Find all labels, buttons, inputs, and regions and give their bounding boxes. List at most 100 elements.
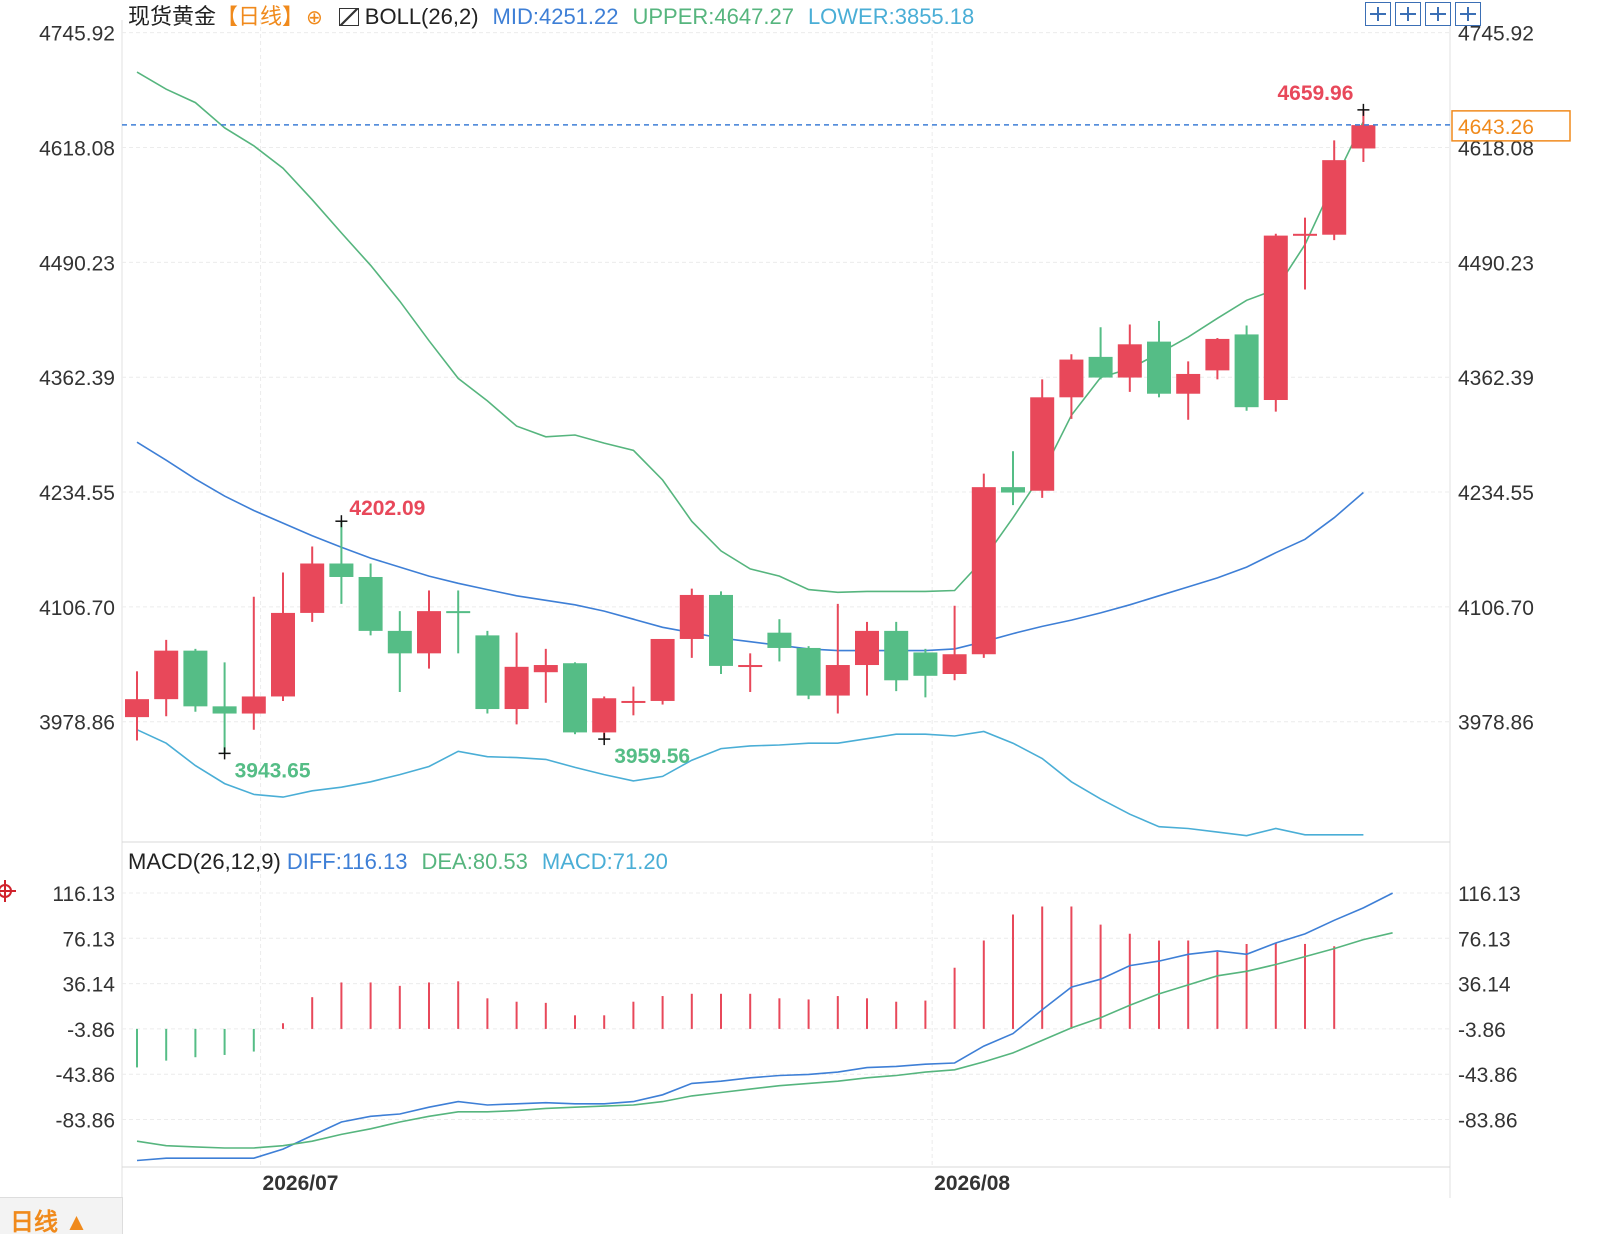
macd-dea-value: DEA:80.53	[421, 849, 528, 874]
grid-icon[interactable]	[1365, 2, 1391, 26]
price-tick-label-left: 4745.92	[39, 23, 115, 46]
current-price-label: 4643.26	[1458, 116, 1534, 139]
price-tick-label-left: 4234.55	[39, 482, 115, 505]
macd-tick-label-right: -3.86	[1458, 1019, 1506, 1042]
candle-body[interactable]	[475, 635, 500, 710]
candle-body[interactable]	[650, 638, 675, 701]
candle-body[interactable]	[971, 487, 996, 655]
period-button[interactable]: 日线 ▲	[0, 1197, 123, 1236]
boll-mid-line	[136, 441, 1364, 652]
boll-upper-line	[136, 71, 1365, 594]
macd-tick-label-left: 76.13	[62, 928, 115, 951]
candle-body[interactable]	[1147, 341, 1171, 394]
macd-dea-line	[136, 932, 1393, 1149]
chart-header: 现货黄金【日线】 ⊕ BOLL(26,2) MID:4251.22 UPPER:4647…	[128, 4, 988, 31]
candle-body[interactable]	[621, 700, 646, 703]
candle-body[interactable]	[271, 612, 295, 697]
candle-body[interactable]	[796, 647, 821, 696]
macd-tick-label-right: 36.14	[1458, 974, 1511, 997]
candle-body[interactable]	[913, 652, 938, 676]
boll-lower-line	[136, 728, 1364, 837]
extreme-label: 3943.65	[235, 759, 311, 782]
macd-tick-label-left: 36.14	[62, 974, 115, 997]
candle-body[interactable]	[1059, 359, 1084, 398]
price-tick-label-right: 4362.39	[1458, 367, 1534, 390]
candle-body[interactable]	[417, 611, 441, 654]
macd-tick-label-right: 116.13	[1458, 883, 1521, 906]
price-tick-label-right: 4745.92	[1458, 23, 1534, 46]
candle-body[interactable]	[212, 706, 237, 714]
macd-diff-line	[136, 892, 1393, 1162]
macd-label[interactable]: MACD(26,12,9)	[128, 849, 281, 874]
candle-body[interactable]	[1205, 338, 1230, 371]
candle-body[interactable]	[241, 696, 266, 714]
candle-body[interactable]	[1030, 397, 1055, 491]
boll-label[interactable]: BOLL(26,2)	[364, 4, 479, 29]
candle-body[interactable]	[1293, 233, 1317, 236]
extreme-label: 4659.96	[1277, 82, 1353, 105]
macd-tick-label-left: 116.13	[52, 883, 115, 906]
candle-body[interactable]	[1001, 487, 1025, 493]
macd-tick-label-left: -83.86	[55, 1110, 115, 1133]
candle-icon[interactable]	[1395, 2, 1421, 26]
candle-body[interactable]	[942, 654, 967, 675]
candle-body[interactable]	[183, 650, 208, 707]
candle-body[interactable]	[358, 576, 383, 631]
instrument-name: 现货黄金	[128, 4, 217, 29]
period-button-label: 日线 ▲	[10, 1209, 89, 1236]
candle-body[interactable]	[387, 630, 412, 654]
candle-body[interactable]	[563, 663, 587, 733]
price-tick-label-left: 4106.70	[39, 597, 115, 620]
price-tick-label-right: 4490.23	[1458, 252, 1534, 275]
candle-body[interactable]	[592, 698, 617, 733]
macd-diff-value: DIFF:116.13	[286, 849, 408, 874]
candle-body[interactable]	[154, 650, 179, 700]
candle-body[interactable]	[300, 563, 325, 613]
candle-body[interactable]	[855, 630, 879, 666]
zoom-in-icon[interactable]	[1425, 2, 1451, 26]
candle-body[interactable]	[1263, 235, 1288, 401]
boll-upper-value: UPPER:4647.27	[632, 4, 794, 29]
crosshair-icon[interactable]	[0, 880, 16, 902]
extreme-label: 3959.56	[614, 745, 690, 768]
candle-body[interactable]	[504, 666, 529, 710]
macd-tick-label-right: -43.86	[1458, 1064, 1518, 1087]
candle-body[interactable]	[679, 594, 704, 639]
chart-icon[interactable]	[338, 8, 359, 26]
candle-body[interactable]	[1322, 160, 1347, 235]
macd-header: MACD(26,12,9) DIFF:116.13 DEA:80.53 MACD:71…	[128, 849, 682, 875]
candle-body[interactable]	[884, 630, 909, 681]
price-tick-label-left: 4618.08	[39, 137, 115, 160]
price-tick-label-right: 4234.55	[1458, 482, 1534, 505]
candle-body[interactable]	[1088, 356, 1113, 378]
candle-body[interactable]	[1117, 344, 1142, 378]
price-tick-label-left: 4362.39	[39, 367, 115, 390]
zoom-out-icon[interactable]	[1455, 2, 1481, 26]
candle-body[interactable]	[125, 699, 149, 718]
candle-body[interactable]	[533, 665, 558, 673]
price-tick-label-left: 4490.23	[39, 252, 115, 275]
candle-body[interactable]	[1351, 125, 1376, 149]
boll-lower-value: LOWER:3855.18	[807, 4, 975, 29]
candle-body[interactable]	[1176, 373, 1201, 394]
candle-body[interactable]	[767, 632, 792, 648]
candle-body[interactable]	[446, 611, 471, 614]
macd-tick-label-left: -43.86	[55, 1064, 115, 1087]
circle-plus-icon[interactable]: ⊕	[306, 7, 323, 29]
candle-body[interactable]	[329, 563, 354, 577]
macd-macd-value: MACD:71.20	[541, 849, 668, 874]
extreme-label: 4202.09	[349, 497, 425, 520]
candle-body[interactable]	[709, 594, 733, 666]
macd-tick-label-right: -83.86	[1458, 1110, 1518, 1133]
current-price-tag	[1451, 110, 1571, 142]
candle-body[interactable]	[1234, 334, 1259, 408]
time-tick-label: 2026/08	[934, 1172, 1010, 1195]
price-tick-label-right: 4618.08	[1458, 137, 1534, 160]
macd-tick-label-left: -3.86	[67, 1019, 115, 1042]
candle-body[interactable]	[825, 665, 850, 696]
period-tag[interactable]: 【日线】	[216, 4, 305, 29]
chart-toolbar	[1365, 2, 1481, 26]
price-tick-label-right: 3978.86	[1458, 712, 1534, 735]
candle-body[interactable]	[738, 665, 763, 668]
